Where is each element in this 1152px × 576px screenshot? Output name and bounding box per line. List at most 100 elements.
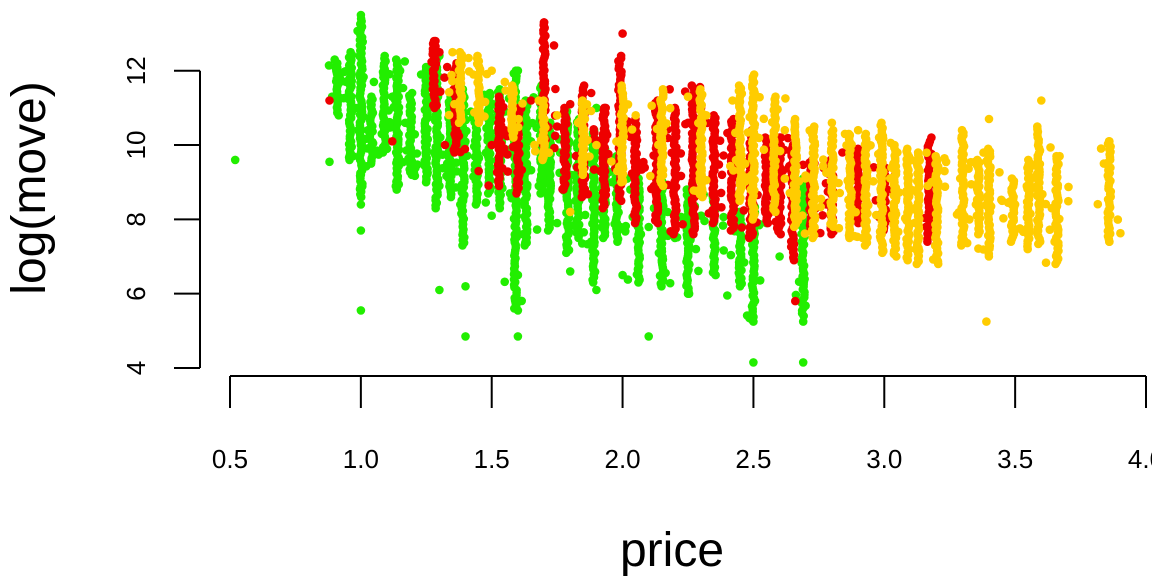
data-point bbox=[818, 161, 828, 171]
data-point bbox=[442, 159, 452, 168]
data-point bbox=[908, 186, 918, 195]
data-point bbox=[871, 210, 881, 220]
x-tick-label: 1.5 bbox=[474, 444, 510, 474]
data-point bbox=[834, 223, 844, 233]
data-point bbox=[416, 70, 426, 79]
x-tick-label: 1.0 bbox=[343, 444, 379, 474]
data-point bbox=[683, 118, 693, 128]
data-point bbox=[1064, 182, 1073, 192]
data-point bbox=[604, 149, 613, 159]
data-point bbox=[623, 100, 633, 109]
data-point bbox=[563, 222, 572, 231]
data-point bbox=[1023, 174, 1033, 183]
data-point bbox=[435, 181, 444, 191]
data-point bbox=[1019, 227, 1028, 237]
data-point bbox=[781, 94, 790, 103]
data-point bbox=[356, 33, 366, 42]
data-point bbox=[649, 151, 658, 160]
data-point bbox=[550, 131, 560, 141]
data-point bbox=[592, 285, 601, 295]
data-point bbox=[435, 47, 444, 57]
data-point bbox=[940, 182, 950, 191]
data-point bbox=[339, 93, 348, 103]
data-point bbox=[429, 148, 439, 157]
data-point bbox=[749, 258, 758, 267]
data-point bbox=[657, 255, 667, 265]
data-point bbox=[448, 47, 457, 57]
data-point bbox=[877, 118, 886, 128]
data-point bbox=[816, 194, 826, 204]
data-point bbox=[440, 140, 450, 150]
data-point bbox=[475, 97, 484, 107]
data-point bbox=[440, 73, 449, 82]
data-point bbox=[518, 99, 527, 108]
data-point bbox=[351, 103, 360, 113]
data-point bbox=[683, 252, 693, 261]
data-point bbox=[1037, 96, 1046, 105]
data-point bbox=[356, 85, 366, 94]
data-point bbox=[335, 73, 345, 83]
data-point bbox=[780, 125, 790, 135]
data-point bbox=[843, 176, 852, 185]
data-point bbox=[230, 155, 240, 165]
data-point bbox=[325, 157, 334, 167]
data-point bbox=[928, 255, 938, 264]
data-point bbox=[1055, 214, 1064, 224]
data-point bbox=[775, 252, 784, 261]
data-point bbox=[324, 61, 334, 70]
data-point bbox=[894, 227, 903, 237]
data-point bbox=[798, 317, 808, 326]
data-point bbox=[400, 57, 410, 66]
data-point bbox=[640, 163, 649, 172]
data-point bbox=[1045, 225, 1055, 234]
data-point bbox=[874, 149, 883, 159]
data-point bbox=[973, 172, 983, 181]
data-point bbox=[407, 88, 417, 98]
data-point bbox=[408, 170, 418, 180]
data-point bbox=[565, 99, 575, 109]
data-point bbox=[613, 166, 622, 176]
data-point bbox=[718, 221, 728, 230]
data-point bbox=[646, 171, 655, 181]
x-tick-label: 2.0 bbox=[604, 444, 640, 474]
data-point bbox=[549, 41, 559, 50]
data-point bbox=[734, 81, 744, 90]
data-point bbox=[544, 194, 553, 204]
data-point bbox=[683, 92, 693, 101]
data-point bbox=[393, 128, 402, 138]
data-point bbox=[809, 144, 818, 154]
data-point bbox=[432, 101, 442, 110]
data-point bbox=[618, 29, 627, 38]
data-point bbox=[545, 163, 554, 172]
data-point bbox=[573, 118, 583, 128]
data-point bbox=[792, 204, 801, 213]
data-point bbox=[452, 158, 461, 167]
data-point bbox=[500, 77, 510, 87]
data-point bbox=[368, 139, 378, 148]
data-point bbox=[853, 232, 862, 242]
data-point bbox=[356, 306, 366, 315]
data-point bbox=[955, 174, 965, 183]
data-point bbox=[480, 112, 489, 121]
data-point bbox=[454, 131, 464, 141]
data-point bbox=[676, 149, 686, 158]
data-point bbox=[513, 270, 523, 280]
data-point bbox=[589, 125, 598, 134]
data-point bbox=[505, 189, 515, 198]
data-point bbox=[834, 178, 843, 188]
data-point bbox=[704, 209, 714, 218]
data-point bbox=[1093, 199, 1103, 209]
data-point bbox=[709, 111, 719, 120]
data-point bbox=[617, 81, 626, 90]
data-point bbox=[775, 146, 785, 156]
data-point bbox=[410, 130, 420, 139]
data-point bbox=[719, 151, 728, 160]
data-point bbox=[666, 227, 675, 236]
data-point bbox=[484, 181, 493, 190]
data-point bbox=[716, 188, 726, 198]
data-point bbox=[1046, 143, 1055, 152]
data-point bbox=[615, 222, 625, 232]
data-point bbox=[723, 291, 732, 300]
data-point bbox=[422, 129, 431, 139]
